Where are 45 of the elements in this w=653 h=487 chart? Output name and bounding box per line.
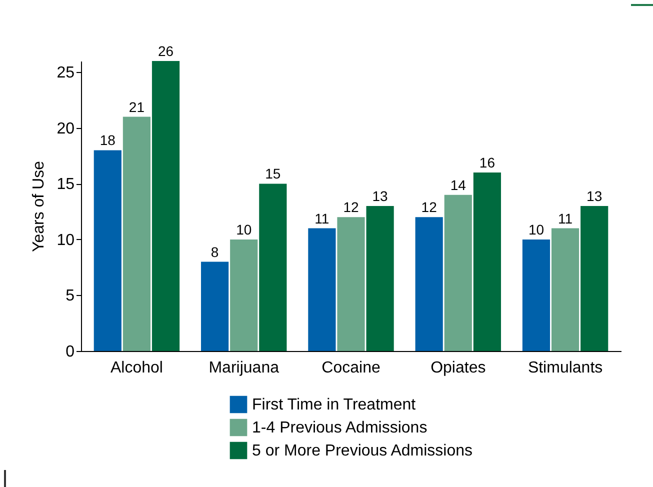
bar <box>366 206 394 351</box>
x-tick-label: Alcohol <box>110 360 163 376</box>
legend-label: 1-4 Previous Admissions <box>252 420 428 436</box>
bar <box>152 61 180 351</box>
data-label: 18 <box>100 132 116 148</box>
data-label: 16 <box>479 154 496 171</box>
bar <box>94 150 122 351</box>
data-label: 10 <box>236 221 252 238</box>
bar <box>308 228 336 351</box>
data-label: 11 <box>314 210 330 226</box>
data-label: 26 <box>158 43 174 59</box>
bar <box>337 217 365 351</box>
x-tick-label: Opiates <box>430 360 486 376</box>
y-tick-label: 20 <box>56 120 75 138</box>
data-label: 8 <box>210 244 219 260</box>
data-label: 15 <box>265 166 281 182</box>
bar <box>522 239 550 351</box>
data-label: 21 <box>128 98 145 115</box>
y-tick-label: 15 <box>56 176 75 194</box>
y-tick-label: 25 <box>56 64 75 82</box>
x-tick-label: Stimulants <box>528 360 603 376</box>
data-label: 10 <box>528 221 544 238</box>
y-tick-label: 10 <box>56 232 75 249</box>
data-label: 11 <box>558 210 573 226</box>
y-axis-title: Years of Use <box>30 160 48 252</box>
x-tick-label: Marijuana <box>208 360 280 376</box>
bar <box>230 239 258 351</box>
data-label: 13 <box>586 188 602 204</box>
bar <box>444 194 472 351</box>
data-label: 14 <box>450 176 466 193</box>
bar <box>415 217 443 351</box>
x-tick-label: Cocaine <box>322 360 380 376</box>
data-label: 13 <box>372 188 388 204</box>
bar <box>551 228 580 351</box>
data-label: 12 <box>343 199 359 216</box>
data-label: 12 <box>421 199 438 216</box>
legend-label: 5 or More Previous Admissions <box>252 442 473 460</box>
legend-label: First Time in Treatment <box>252 396 416 414</box>
bar <box>122 116 151 351</box>
bar <box>201 262 229 351</box>
bar <box>473 172 501 351</box>
y-tick-label: 0 <box>66 344 75 360</box>
bar <box>259 184 287 351</box>
bar <box>580 206 608 351</box>
y-tick-label: 5 <box>66 288 75 305</box>
